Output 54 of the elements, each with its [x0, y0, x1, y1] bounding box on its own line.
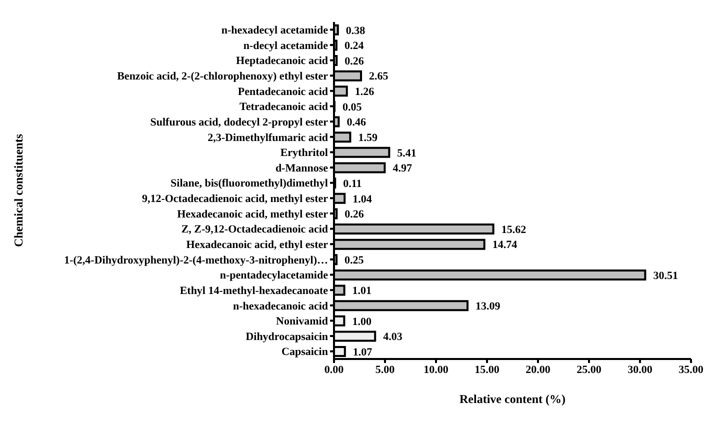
- data-label: 4.03: [383, 331, 403, 344]
- y-tick-label: Hexadecanoic acid, methyl ester: [177, 208, 328, 220]
- data-label: 14.74: [492, 239, 518, 252]
- data-label: 15.62: [501, 224, 527, 236]
- x-tick-label: 15.00: [474, 364, 500, 376]
- data-label: 1.04: [352, 193, 372, 206]
- y-tick-label: 9,12-Octadecadienoic acid, methyl ester: [142, 193, 328, 206]
- y-tick-label: n-decyl acetamide: [243, 40, 328, 52]
- y-tick-label: Hexadecanoic acid, ethyl ester: [186, 239, 328, 252]
- data-label: 0.46: [346, 116, 366, 129]
- y-tick-label: Heptadecanoic acid: [236, 55, 328, 68]
- y-tick-label: Z, Z-9,12-Octadecadienoic acid: [181, 224, 328, 236]
- y-tick-label: Silane, bis(fluoromethyl)dimethyl: [170, 178, 328, 190]
- data-label: 1.07: [352, 346, 373, 358]
- y-tick-label: Capsaicin: [282, 346, 328, 358]
- y-tick-label: Tetradecanoic acid: [240, 101, 328, 114]
- data-label: 5.41: [397, 147, 416, 160]
- x-tick-label: 35.00: [678, 364, 704, 376]
- x-tick-label: 20.00: [526, 364, 551, 376]
- x-tick-label: 30.00: [628, 364, 653, 376]
- y-tick-label: Pentadecanoic acid: [238, 86, 328, 98]
- y-tick-label: Dihydrocapsaicin: [246, 330, 328, 343]
- y-tick-label: 1-(2,4-Dihydroxyphenyl)-2-(4-methoxy-3-nitrophenyl)…: [64, 254, 328, 266]
- data-label: 13.09: [476, 300, 501, 312]
- data-label: 1.26: [354, 86, 375, 98]
- y-tick-label: n-hexadecanoic acid: [232, 300, 328, 312]
- x-tick-label: 10.00: [424, 364, 449, 376]
- y-tick-label: Ethyl 14-methyl-hexadecanoate: [180, 284, 328, 297]
- data-label: 0.26: [344, 208, 364, 221]
- data-label: 4.97: [392, 162, 412, 175]
- y-tick-label: n-hexadecyl acetamide: [221, 24, 328, 37]
- x-tick-label: 25.00: [576, 364, 602, 376]
- y-axis-title: Chemical constituents: [11, 134, 26, 247]
- data-label: 0.26: [344, 55, 364, 68]
- y-tick-label: Sulfurous acid, dodecyl 2-propyl ester: [150, 116, 328, 128]
- y-tick-label: n-pentadecylacetamide: [220, 270, 328, 282]
- y-tick-label: 2,3-Dimethylfumaric acid: [208, 132, 328, 144]
- y-tick-label: Erythritol: [280, 147, 328, 160]
- y-tick-label: Nonivamid: [276, 316, 328, 328]
- data-label: 1.00: [352, 316, 372, 328]
- x-tick-label: 5.00: [375, 364, 396, 376]
- data-label: 0.11: [343, 178, 362, 190]
- data-label: 2.65: [369, 70, 389, 83]
- data-label: 0.25: [344, 254, 364, 267]
- x-axis-title: Relative content (%): [460, 392, 566, 406]
- data-label: 0.24: [344, 40, 364, 52]
- data-label: 1.01: [352, 285, 372, 298]
- data-label: 30.51: [653, 270, 678, 282]
- data-label: 0.05: [342, 101, 362, 114]
- y-tick-label: Benzoic acid, 2-(2-chlorophenoxy) ethyl ester: [117, 70, 328, 83]
- y-tick-label: d-Mannose: [275, 162, 328, 174]
- data-label: 0.38: [346, 24, 366, 37]
- data-label: 1.59: [358, 132, 378, 144]
- x-tick-label: 0.00: [324, 364, 344, 376]
